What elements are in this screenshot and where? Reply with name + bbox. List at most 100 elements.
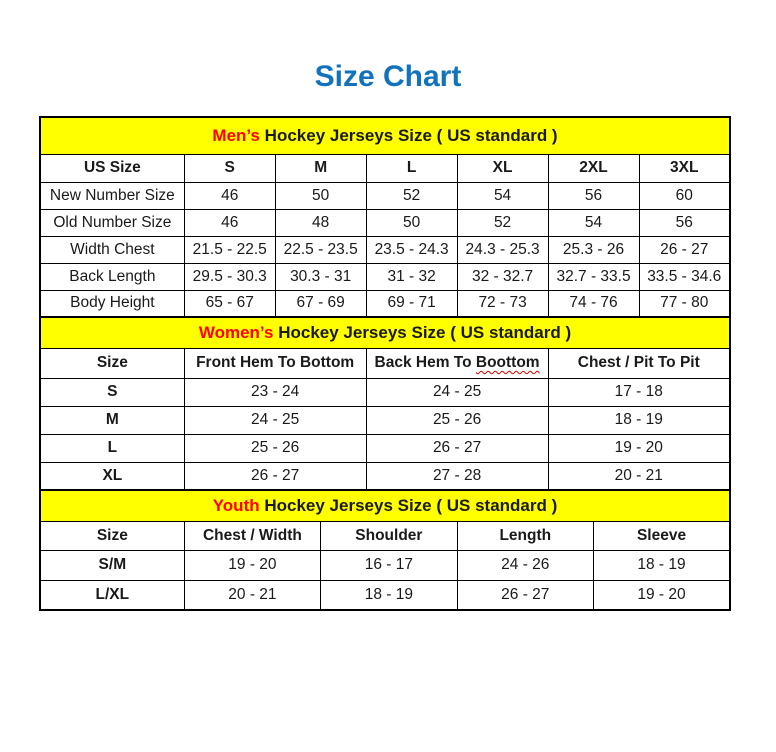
cell-value: 20 - 21 [547,461,731,491]
cell-value: 52 [365,181,458,210]
cell-value: 24 - 26 [456,549,595,581]
cell-value: 18 - 19 [547,405,731,435]
cell-value: 23 - 24 [183,377,367,407]
section-band-row: Women’s Hockey Jerseys Size ( US standar… [39,316,731,349]
col-header: US Size [39,153,185,183]
cell-value: 26 - 27 [183,461,367,491]
cell-value: 26 - 27 [638,235,731,264]
table-row: XL 26 - 27 27 - 28 20 - 21 [39,461,731,491]
page-title: Size Chart [314,60,462,93]
table-row: Old Number Size 46 48 50 52 54 56 [39,208,731,237]
table-row: M 24 - 25 25 - 26 18 - 19 [39,405,731,435]
cell-value: 29.5 - 30.3 [183,262,276,291]
row-label: L [39,433,185,463]
cell-value: 56 [547,181,640,210]
cell-value: 19 - 20 [183,549,322,581]
col-header: M [274,153,367,183]
cell-value: 25 - 26 [365,405,549,435]
col-header: 2XL [547,153,640,183]
cell-value: 46 [183,181,276,210]
col-header: Length [456,520,595,551]
row-label: L/XL [39,579,185,611]
row-label: Old Number Size [39,208,185,237]
cell-value: 50 [365,208,458,237]
col-header: Sleeve [593,520,731,551]
misspelled-word: Boottom [475,354,540,371]
table-row: New Number Size 46 50 52 54 56 60 [39,181,731,210]
column-header-row: Size Front Hem To Bottom Back Hem To Boott… [39,347,731,379]
table-row: S/M 19 - 20 16 - 17 24 - 26 18 - 19 [39,549,731,581]
cell-value: 48 [274,208,367,237]
mens-size-table: Men’s Hockey Jerseys Size ( US standard … [39,116,731,318]
column-header-row: US Size S M L XL 2XL 3XL [39,153,731,183]
womens-size-table: Women’s Hockey Jerseys Size ( US standar… [39,316,731,491]
section-band-row: Men’s Hockey Jerseys Size ( US standard … [39,116,731,155]
cell-value: 24.3 - 25.3 [456,235,549,264]
band-highlight: Youth [212,495,260,515]
cell-value: 65 - 67 [183,289,276,318]
cell-value: 72 - 73 [456,289,549,318]
cell-value: 25 - 26 [183,433,367,463]
cell-value: 46 [183,208,276,237]
col-header: XL [456,153,549,183]
row-label: S/M [39,549,185,581]
cell-value: 31 - 32 [365,262,458,291]
cell-value: 67 - 69 [274,289,367,318]
cell-value: 33.5 - 34.6 [638,262,731,291]
section-band-women: Women’s Hockey Jerseys Size ( US standar… [39,316,731,349]
cell-value: 54 [456,181,549,210]
cell-value: 24 - 25 [365,377,549,407]
col-header: Back Hem To Boottom [365,347,549,379]
col-header: Shoulder [320,520,458,551]
cell-value: 60 [638,181,731,210]
cell-value: 24 - 25 [183,405,367,435]
cell-value: 27 - 28 [365,461,549,491]
col-header: Size [39,347,185,379]
cell-value: 25.3 - 26 [547,235,640,264]
cell-value: 77 - 80 [638,289,731,318]
cell-value: 19 - 20 [547,433,731,463]
size-chart-page: Size Chart Men’s Hockey Jerseys Size ( U… [0,60,776,611]
band-highlight: Men’s [212,125,260,145]
col-header: Size [39,520,185,551]
table-row: Body Height 65 - 67 67 - 69 69 - 71 72 - 73 7… [39,289,731,318]
cell-value: 19 - 20 [593,579,731,611]
col-header: 3XL [638,153,731,183]
cell-value: 69 - 71 [365,289,458,318]
cell-value: 50 [274,181,367,210]
table-row: Width Chest 21.5 - 22.5 22.5 - 23.5 23.5 - … [39,235,731,264]
cell-value: 26 - 27 [365,433,549,463]
table-row: L 25 - 26 26 - 27 19 - 20 [39,433,731,463]
table-row: Back Length 29.5 - 30.3 30.3 - 31 31 - 32 32… [39,262,731,291]
cell-value: 16 - 17 [320,549,458,581]
col-header: L [365,153,458,183]
section-band-youth: Youth Hockey Jerseys Size ( US standard … [39,489,731,522]
cell-value: 30.3 - 31 [274,262,367,291]
row-label: Width Chest [39,235,185,264]
section-band-row: Youth Hockey Jerseys Size ( US standard … [39,489,731,522]
section-band-men: Men’s Hockey Jerseys Size ( US standard … [39,116,731,155]
col-header: S [183,153,276,183]
cell-value: 18 - 19 [320,579,458,611]
row-label: S [39,377,185,407]
cell-value: 20 - 21 [183,579,322,611]
cell-value: 18 - 19 [593,549,731,581]
cell-value: 26 - 27 [456,579,595,611]
row-label: M [39,405,185,435]
cell-value: 32 - 32.7 [456,262,549,291]
col-header: Chest / Pit To Pit [547,347,731,379]
size-chart-tables: Men’s Hockey Jerseys Size ( US standard … [39,116,731,611]
cell-value: 54 [547,208,640,237]
cell-value: 52 [456,208,549,237]
cell-value: 21.5 - 22.5 [183,235,276,264]
table-row: S 23 - 24 24 - 25 17 - 18 [39,377,731,407]
column-header-row: Size Chest / Width Shoulder Length Sleeve [39,520,731,551]
row-label: XL [39,461,185,491]
cell-value: 22.5 - 23.5 [274,235,367,264]
cell-value: 32.7 - 33.5 [547,262,640,291]
row-label: Back Length [39,262,185,291]
cell-value: 56 [638,208,731,237]
cell-value: 17 - 18 [547,377,731,407]
band-highlight: Women’s [198,322,274,342]
row-label: Body Height [39,289,185,318]
